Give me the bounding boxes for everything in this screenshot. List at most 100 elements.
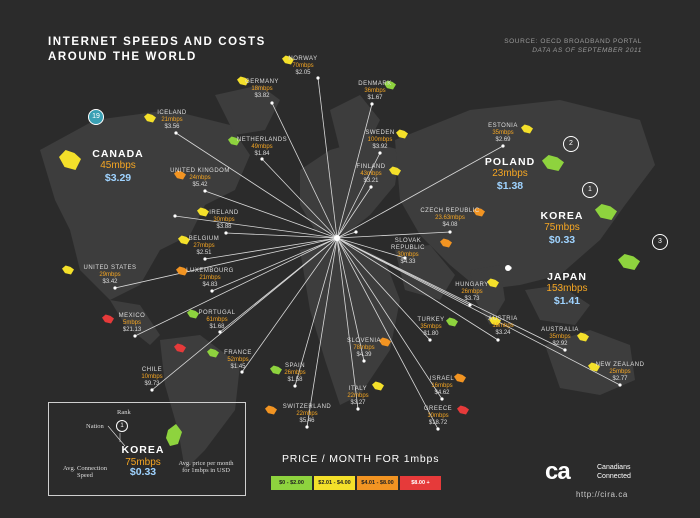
country-speed-israel: 16mbps xyxy=(431,382,453,389)
country-name-austria: AUSTRIA xyxy=(488,316,518,322)
country-price-usa: $3.42 xyxy=(102,278,118,285)
country-label-korea: KOREA 75mbps $0.33 xyxy=(527,210,597,246)
country-shape-korea xyxy=(595,204,617,220)
country-name-iceland: ICELAND xyxy=(157,110,187,116)
country-shape-spain xyxy=(270,365,282,375)
country-price-france: $1.45 xyxy=(230,363,246,370)
country-name-usa: UNITED STATES xyxy=(83,265,137,271)
country-label-canada: CANADA 45mbps $3.29 xyxy=(83,148,153,184)
country-shape-luxembourg xyxy=(176,266,188,276)
connector-poland xyxy=(336,231,357,239)
connector-end-slovak xyxy=(403,256,407,260)
key-price: $0.33 xyxy=(129,466,157,478)
key-price-caption: Avg. price per month for 1mbps in USD xyxy=(178,460,234,475)
country-price-canada: $3.29 xyxy=(104,171,132,184)
ca-logo-icon: ca xyxy=(545,458,571,485)
country-speed-uk: 24mbps xyxy=(189,174,211,181)
landmass-asia xyxy=(395,100,655,290)
connector-end-germany xyxy=(270,101,274,105)
landmass-middle-east xyxy=(395,245,455,300)
country-label-netherlands: NETHERLANDS 49mbps $1.84 xyxy=(232,137,292,158)
key-nation-label: Nation xyxy=(86,423,104,430)
key-rank-label: Rank xyxy=(117,409,131,416)
country-name-mexico: MEXICO xyxy=(118,313,146,319)
connector-spain xyxy=(294,237,338,387)
country-shape-japan xyxy=(618,254,640,270)
connector-sweden xyxy=(336,152,381,239)
connector-canada xyxy=(174,215,338,239)
country-price-chile: $9.73 xyxy=(144,380,160,387)
connector-ireland xyxy=(225,232,338,239)
country-label-czech: CZECH REPUBLIC 23.63mbps $4.08 xyxy=(420,208,480,229)
price-swatch-0: $0 - $2.00 xyxy=(271,476,312,490)
source-line-1: SOURCE: OECD BROADBAND PORTAL xyxy=(504,38,642,45)
country-speed-hungary: 26mbps xyxy=(461,288,483,295)
connector-france xyxy=(241,237,338,373)
country-speed-netherlands: 49mbps xyxy=(251,143,273,150)
connector-israel xyxy=(336,237,443,400)
country-name-israel: ISRAEL xyxy=(429,376,455,382)
country-name-france: FRANCE xyxy=(224,350,252,356)
country-label-switzerland: SWITZERLAND 22mbps $5.46 xyxy=(277,404,337,425)
country-label-austria: AUSTRIA 18mbps $3.24 xyxy=(473,316,533,337)
country-speed-germany: 18mbps xyxy=(251,85,273,92)
connector-end-chile xyxy=(150,388,154,392)
country-price-hungary: $3.73 xyxy=(464,295,480,302)
landmass-southeast-asia xyxy=(525,285,590,325)
country-price-israel: $4.62 xyxy=(434,389,450,396)
connector-end-portugal xyxy=(218,330,222,334)
country-price-poland: $1.38 xyxy=(496,179,524,192)
country-label-israel: ISRAEL 16mbps $4.62 xyxy=(412,376,472,397)
country-name-poland: POLAND xyxy=(484,156,536,168)
country-label-slovenia: SLOVENIA 78mbps $4.39 xyxy=(334,338,394,359)
connector-denmark xyxy=(336,103,373,239)
country-name-denmark: DENMARK xyxy=(358,81,392,87)
country-shape-hungary xyxy=(487,278,499,288)
connector-end-greece xyxy=(436,427,440,431)
key-country-shape xyxy=(166,424,182,446)
connector-italy xyxy=(336,237,359,410)
country-speed-estonia: 35mbps xyxy=(492,129,514,136)
country-label-greece: GREECE 10mbps $18.72 xyxy=(408,406,468,427)
country-label-france: FRANCE 52mbps $1.45 xyxy=(208,350,268,371)
country-price-switzerland: $5.46 xyxy=(299,417,315,424)
country-shape-turkey xyxy=(446,317,458,327)
connector-hub xyxy=(334,235,340,241)
connector-end-poland xyxy=(354,230,358,234)
country-name-uk: UNITED KINGDOM xyxy=(170,168,230,174)
country-shape-slovenia xyxy=(379,337,391,347)
connector-end-luxembourg xyxy=(210,289,214,293)
country-price-korea: $0.33 xyxy=(548,233,576,246)
country-label-iceland: ICELAND 21mbps $3.56 xyxy=(142,110,202,131)
country-speed-norway: 70mbps xyxy=(292,62,314,69)
country-label-belgium: BELGIUM 27mbps $2.51 xyxy=(174,236,234,257)
key-speed: 75mbps xyxy=(125,457,161,468)
connector-end-ireland xyxy=(224,231,228,235)
country-label-turkey: TURKEY 35mbps $1.80 xyxy=(401,317,461,338)
country-name-hungary: HUNGARY xyxy=(455,282,489,288)
country-label-chile: CHILE 10mbps $9.73 xyxy=(122,367,182,388)
country-speed-sweden: 100mbps xyxy=(367,136,393,143)
country-name-netherlands: NETHERLANDS xyxy=(236,137,288,143)
country-name-sweden: SWEDEN xyxy=(365,130,395,136)
country-label-japan: JAPAN 153mbps $1.41 xyxy=(532,271,602,307)
country-shape-estonia xyxy=(521,124,533,134)
country-price-italy: $3.27 xyxy=(350,399,366,406)
brand-url[interactable]: http://cira.ca xyxy=(576,490,628,499)
country-price-spain: $1.58 xyxy=(287,376,303,383)
country-shape-usa xyxy=(62,265,74,275)
country-name-greece: GREECE xyxy=(423,406,453,412)
source-line-2: DATA AS OF SEPTEMBER 2011 xyxy=(532,47,642,54)
key-nation-line xyxy=(107,425,126,447)
country-label-uk: UNITED KINGDOM 24mbps $5.42 xyxy=(170,168,230,189)
country-label-new_zealand: NEW ZEALAND 25mbps $2.77 xyxy=(590,362,650,383)
country-shape-australia xyxy=(577,332,589,342)
country-label-denmark: DENMARK 36mbps $1.67 xyxy=(345,81,405,102)
connector-end-new_zealand xyxy=(618,383,622,387)
country-speed-czech: 23.63mbps xyxy=(435,214,465,221)
country-label-usa: UNITED STATES 29mbps $3.42 xyxy=(80,265,140,286)
price-swatch-2: $4.01 - $8.00 xyxy=(357,476,398,490)
country-shape-new_zealand xyxy=(588,362,600,372)
connector-luxembourg xyxy=(211,237,338,292)
connector-end-israel xyxy=(440,397,444,401)
